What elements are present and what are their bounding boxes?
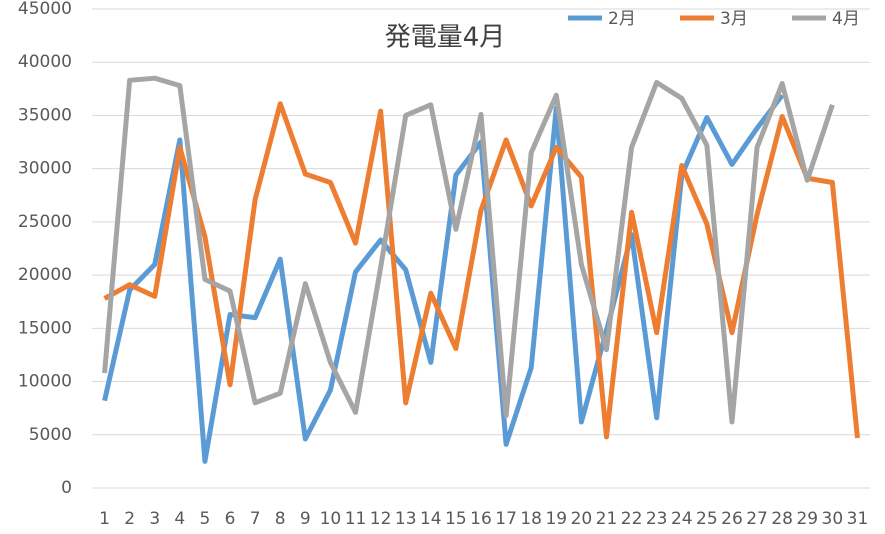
y-tick-label: 15000 (18, 318, 72, 338)
y-tick-label: 30000 (18, 159, 72, 179)
x-tick-label: 14 (420, 509, 442, 529)
x-tick-label: 21 (596, 509, 618, 529)
x-tick-label: 3 (149, 509, 160, 529)
y-tick-label: 35000 (18, 105, 72, 125)
x-tick-label: 11 (345, 509, 367, 529)
x-tick-label: 20 (571, 509, 593, 529)
x-tick-label: 29 (796, 509, 818, 529)
x-tick-label: 22 (621, 509, 643, 529)
x-tick-label: 4 (174, 509, 185, 529)
x-tick-label: 31 (847, 509, 869, 529)
x-tick-label: 2 (124, 509, 135, 529)
x-tick-label: 27 (746, 509, 768, 529)
x-tick-label: 17 (495, 509, 517, 529)
x-tick-label: 25 (696, 509, 718, 529)
x-tick-label: 23 (646, 509, 668, 529)
y-tick-label: 20000 (18, 265, 72, 285)
legend-label: 4月 (832, 9, 860, 29)
x-tick-label: 16 (470, 509, 492, 529)
x-tick-label: 26 (721, 509, 743, 529)
y-tick-label: 5000 (29, 425, 72, 445)
x-tick-label: 1 (99, 509, 110, 529)
x-tick-label: 30 (822, 509, 844, 529)
x-tick-label: 19 (545, 509, 567, 529)
legend-label: 2月 (608, 9, 636, 29)
x-tick-label: 5 (200, 509, 211, 529)
y-tick-label: 40000 (18, 52, 72, 72)
legend-label: 3月 (720, 9, 748, 29)
x-tick-label: 8 (275, 509, 286, 529)
y-tick-label: 10000 (18, 372, 72, 392)
x-tick-label: 13 (395, 509, 417, 529)
data-line (102, 93, 785, 464)
x-tick-label: 15 (445, 509, 467, 529)
y-tick-label: 25000 (18, 212, 72, 232)
data-line (102, 75, 835, 425)
y-tick-label: 0 (61, 478, 72, 498)
y-tick-label: 45000 (18, 0, 72, 19)
x-tick-label: 12 (370, 509, 392, 529)
data-line (103, 101, 860, 440)
x-tick-label: 7 (250, 509, 261, 529)
x-tick-label: 9 (300, 509, 311, 529)
x-tick-label: 28 (771, 509, 793, 529)
x-tick-label: 24 (671, 509, 693, 529)
x-tick-label: 6 (225, 509, 236, 529)
x-tick-label: 18 (520, 509, 542, 529)
x-tick-label: 10 (320, 509, 342, 529)
chart-title: 発電量4月 (385, 23, 506, 53)
